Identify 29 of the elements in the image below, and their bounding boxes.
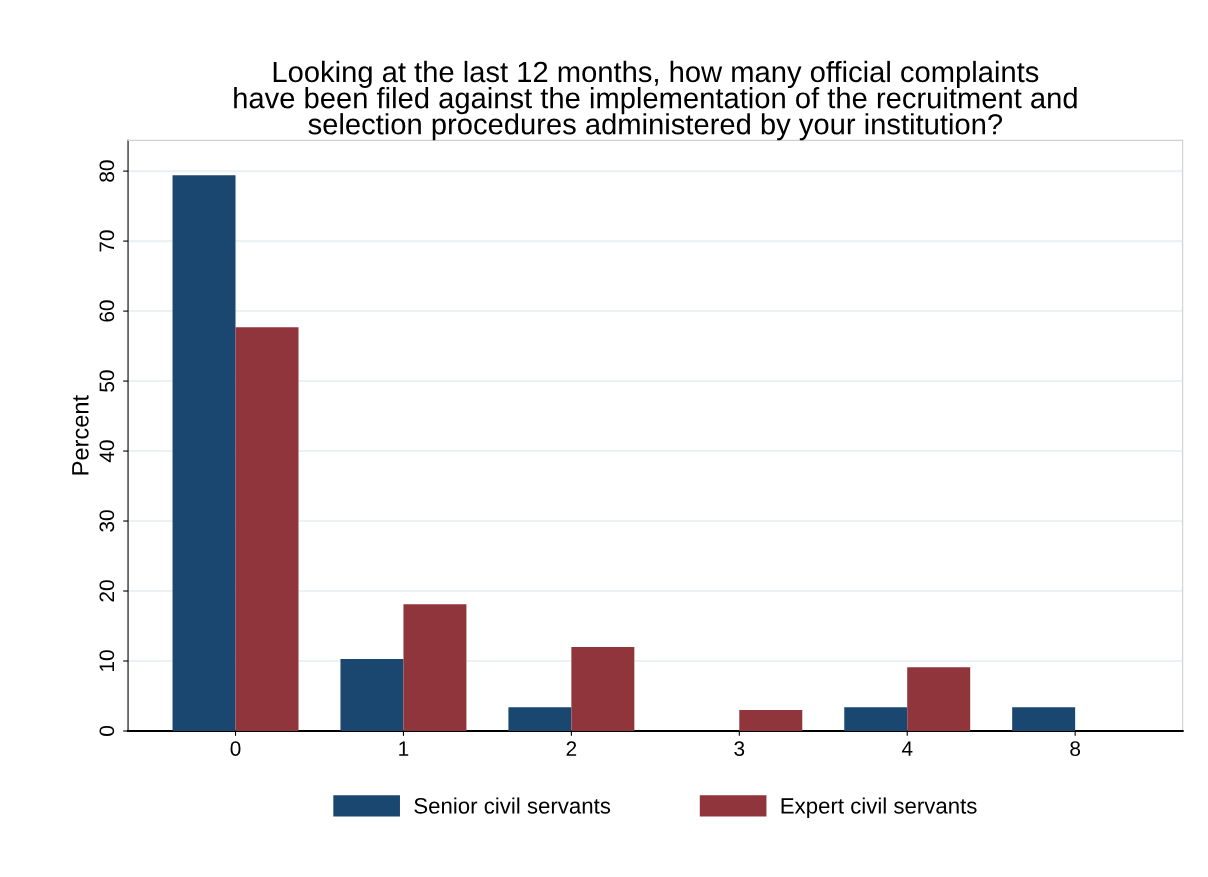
x-tick-label: 1 — [399, 741, 409, 756]
y-axis-title: Percent — [72, 395, 89, 475]
bar — [907, 667, 971, 731]
y-tick-label: 70 — [99, 230, 115, 252]
bar — [1012, 707, 1076, 731]
bar — [571, 647, 635, 731]
legend-label: Senior civil servants — [414, 797, 611, 814]
x-tick-label: 3 — [734, 741, 745, 756]
bar — [403, 604, 467, 731]
y-tick-label: 0 — [99, 726, 115, 736]
y-tick-label: 20 — [99, 580, 115, 602]
bar — [508, 707, 572, 731]
y-tick-label: 30 — [99, 510, 115, 532]
x-tick-label: 4 — [901, 741, 913, 756]
x-tick-label: 8 — [1070, 741, 1081, 756]
x-tick-label: 0 — [230, 741, 241, 756]
y-tick-label: 40 — [99, 440, 115, 463]
bar — [340, 658, 404, 731]
bar — [844, 707, 908, 731]
y-tick-label: 50 — [99, 370, 115, 392]
bar — [739, 709, 803, 731]
y-tick-label: 80 — [99, 160, 115, 182]
y-tick-label: 60 — [99, 300, 115, 322]
bar — [235, 327, 299, 731]
legend-label: Expert civil servants — [781, 797, 977, 819]
bar — [172, 175, 236, 731]
x-tick-label: 2 — [566, 741, 577, 756]
chart-title: Looking at the last 12 months, how many official complaints have been filed against the implementation of the recruitment and selection procedures administered by your institution? — [234, 60, 1077, 141]
y-tick-label: 10 — [99, 650, 115, 671]
